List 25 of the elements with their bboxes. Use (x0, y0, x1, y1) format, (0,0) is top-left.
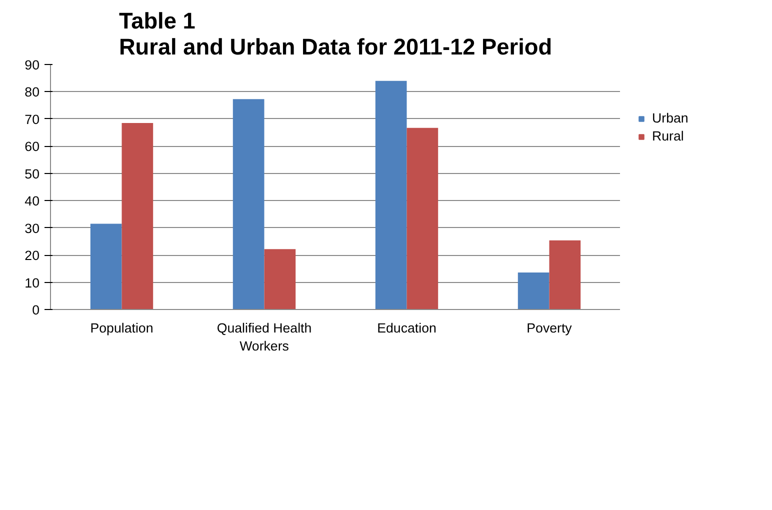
y-tick-label: 40 (24, 194, 40, 209)
y-tick-label: 50 (24, 166, 40, 182)
x-tick-label: Population (90, 320, 154, 336)
y-tick-label: 70 (24, 112, 40, 127)
y-tick-label: 80 (24, 84, 40, 100)
bar (122, 123, 154, 310)
y-tick-label: 60 (24, 139, 40, 154)
chart-title: Table 1 Rural and Urban Data for 2011-12 Period (118, 8, 552, 60)
y-tick-label: 0 (32, 302, 40, 318)
x-tick-label: Education (377, 320, 436, 336)
y-tick-label: 30 (24, 220, 40, 236)
legend-label: Rural (652, 128, 684, 144)
bar (232, 99, 264, 310)
bar (406, 128, 438, 310)
bar (375, 80, 407, 310)
y-tick-label: 10 (24, 275, 40, 290)
bar (518, 272, 550, 310)
x-tick-label: Qualified Health Workers (216, 320, 312, 354)
y-tick-label: 90 (24, 58, 40, 72)
bar (264, 249, 296, 310)
bar (90, 224, 122, 310)
legend-label: Urban (652, 110, 688, 126)
bar (549, 240, 581, 310)
x-tick-label: Poverty (526, 320, 572, 336)
y-tick-label: 20 (24, 248, 40, 264)
